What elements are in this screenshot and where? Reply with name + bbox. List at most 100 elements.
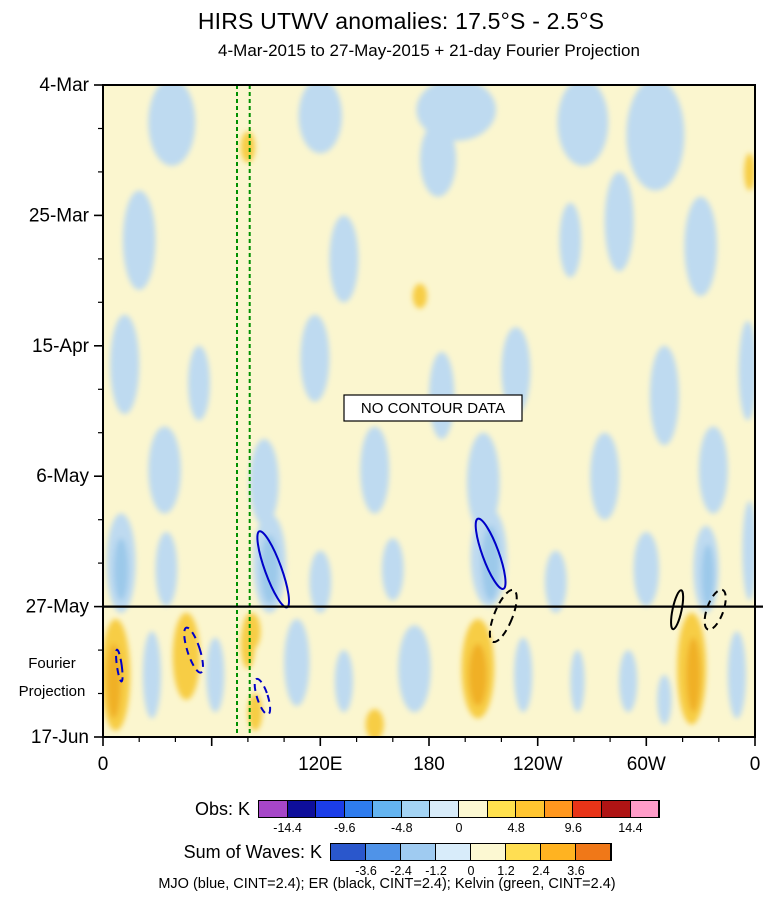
anomaly-shaded-field [103,85,755,737]
colorbar-segment [436,844,471,860]
colorbar-segment [573,801,602,817]
x-tick-label: 0 [750,754,761,775]
anomaly-blob [113,538,129,601]
mjo-wave-contour [115,648,124,683]
anomaly-blob [188,345,210,421]
anomaly-blob [559,202,582,278]
colorbar-tick-label: 9.6 [564,821,582,835]
mjo-wave-contour [474,517,507,590]
anomaly-blob [142,631,161,719]
er-wave-contour [488,588,518,643]
anomaly-blob [365,709,384,737]
anomaly-blob [557,85,609,166]
mjo-wave-contour [253,677,272,716]
colorbar-segment [471,844,506,860]
anomaly-blob [420,122,457,197]
anomaly-blob [300,314,330,402]
anomaly-blob [334,650,353,713]
fourier-projection-label-line1: Fourier [28,655,76,672]
anomaly-blob [360,426,390,514]
obs-colorbar: -14.4 -9.6 -4.8 0 4.8 9.6 14.4 [258,800,660,835]
colorbar-segment [576,844,611,860]
colorbar-segment [401,844,436,860]
colorbar-tick-label: 1.2 [497,864,515,878]
x-tick-label: 120E [298,754,342,775]
colorbar-segment [601,801,631,817]
colorbar-tick-label: -4.8 [391,821,413,835]
anomaly-blob [247,693,263,731]
colorbar-segment [373,801,402,817]
y-tick-label: 15-Apr [32,336,90,357]
anomaly-blob [738,320,755,421]
y-tick-label: 27-May [26,597,90,618]
colorbar-segment [516,801,545,817]
colorbar-tick-label: 0 [467,864,475,878]
anomaly-blob [309,550,332,613]
colorbar-segment [541,844,576,860]
x-tick-label: 120W [513,754,563,775]
anomaly-blob [381,538,404,601]
anomaly-blob [329,215,359,303]
no-contour-data-label: NO CONTOUR DATA [361,400,505,417]
anomaly-blob [744,153,755,191]
no-contour-data-rect [343,394,523,422]
sum-of-waves-colorbar: -3.6 -2.4 -1.2 0 1.2 2.4 3.6 [330,843,612,878]
anomaly-blob [657,674,672,725]
colorbar-segment [366,844,401,860]
colorbar-segment [401,801,431,817]
anomaly-blob [626,85,685,191]
y-tick-label: 4-Mar [39,75,89,96]
colorbar-tick-label: 3.6 [567,864,585,878]
fourier-projection-label-line2: Projection [19,683,86,700]
anomaly-blob [686,637,701,713]
obs-colorbar-label: Obs: K [194,799,250,819]
x-tick-label: 180 [413,754,445,775]
colorbar-segment [487,801,517,817]
colorbar-tick-label: -9.6 [333,821,356,835]
colorbar-segment [259,801,288,817]
anomaly-blob [481,525,500,601]
anomaly-blob [698,426,728,514]
anomaly-blob [468,643,487,706]
colorbar-segment [459,801,488,817]
no-contour-data-box: NO CONTOUR DATA [343,394,523,422]
anomaly-blob [172,612,200,700]
anomaly-blob [122,190,156,290]
kelvin-contour-lines [236,85,251,737]
figure-subtitle: 4-Mar-2015 to 27-May-2015 + 21-day Fouri… [218,41,640,60]
anomaly-blob [501,327,531,415]
y-tick-label: 6-May [36,466,89,487]
colorbar-tick-label: -1.2 [425,864,447,878]
anomaly-blob [604,171,634,272]
colorbar-segment [544,801,574,817]
colorbar-segment [316,801,345,817]
hovmoller-plot: 4-Mar 25-Mar 15-Apr 6-May 27-May 17-Jun 0 120E 1… [19,75,763,775]
anomaly-blob [727,631,747,719]
anomaly-blob [249,438,279,526]
anomaly-blob [633,532,659,607]
anomaly-blob [619,650,638,713]
anomaly-blob [412,283,428,309]
anomaly-blob [106,643,122,719]
er-wave-contour [703,588,727,631]
colorbar-segment [287,801,317,817]
anomaly-blob [590,432,620,520]
anomaly-blob [514,637,533,713]
anomaly-blob [148,426,181,514]
colorbar-tick-label: -3.6 [355,864,377,878]
anomaly-blob [398,625,431,713]
anomaly-blob [206,637,225,713]
anomaly-blob [148,85,196,166]
anomaly-blob [544,550,567,613]
anomaly-blob [284,619,310,706]
anomaly-blob [570,650,585,713]
colorbar-segment [430,801,460,817]
colorbar-tick-label: -2.4 [390,864,412,878]
colorbar-segment [344,801,374,817]
colorbar-segment [630,801,660,817]
sum-of-waves-colorbar-label: Sum of Waves: K [183,842,322,862]
anomaly-blob [242,612,261,651]
colorbar-segment [331,844,366,860]
y-tick-label: 17-Jun [31,727,89,748]
contour-legend-caption: MJO (blue, CINT=2.4); ER (black, CINT=2.… [158,876,616,892]
